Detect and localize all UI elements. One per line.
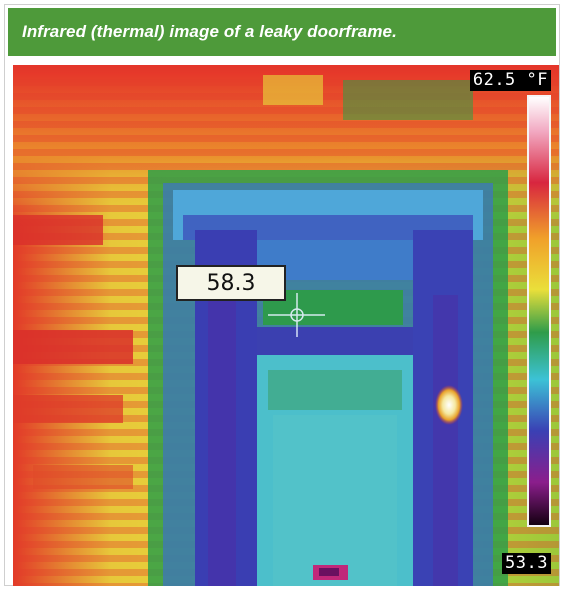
max-temperature-label: 62.5 °F xyxy=(469,70,551,91)
figure-caption: Infrared (thermal) image of a leaky door… xyxy=(22,22,397,41)
caption-bar: Infrared (thermal) image of a leaky door… xyxy=(8,8,556,56)
min-temperature-label: 53.3 xyxy=(502,553,551,574)
temperature-scale-bar xyxy=(527,95,551,527)
spot-temperature-readout: 58.3 xyxy=(176,265,286,301)
thermal-image: 62.5 °F 53.3 58.3 xyxy=(13,65,559,586)
thermal-image-graphic xyxy=(13,65,559,586)
